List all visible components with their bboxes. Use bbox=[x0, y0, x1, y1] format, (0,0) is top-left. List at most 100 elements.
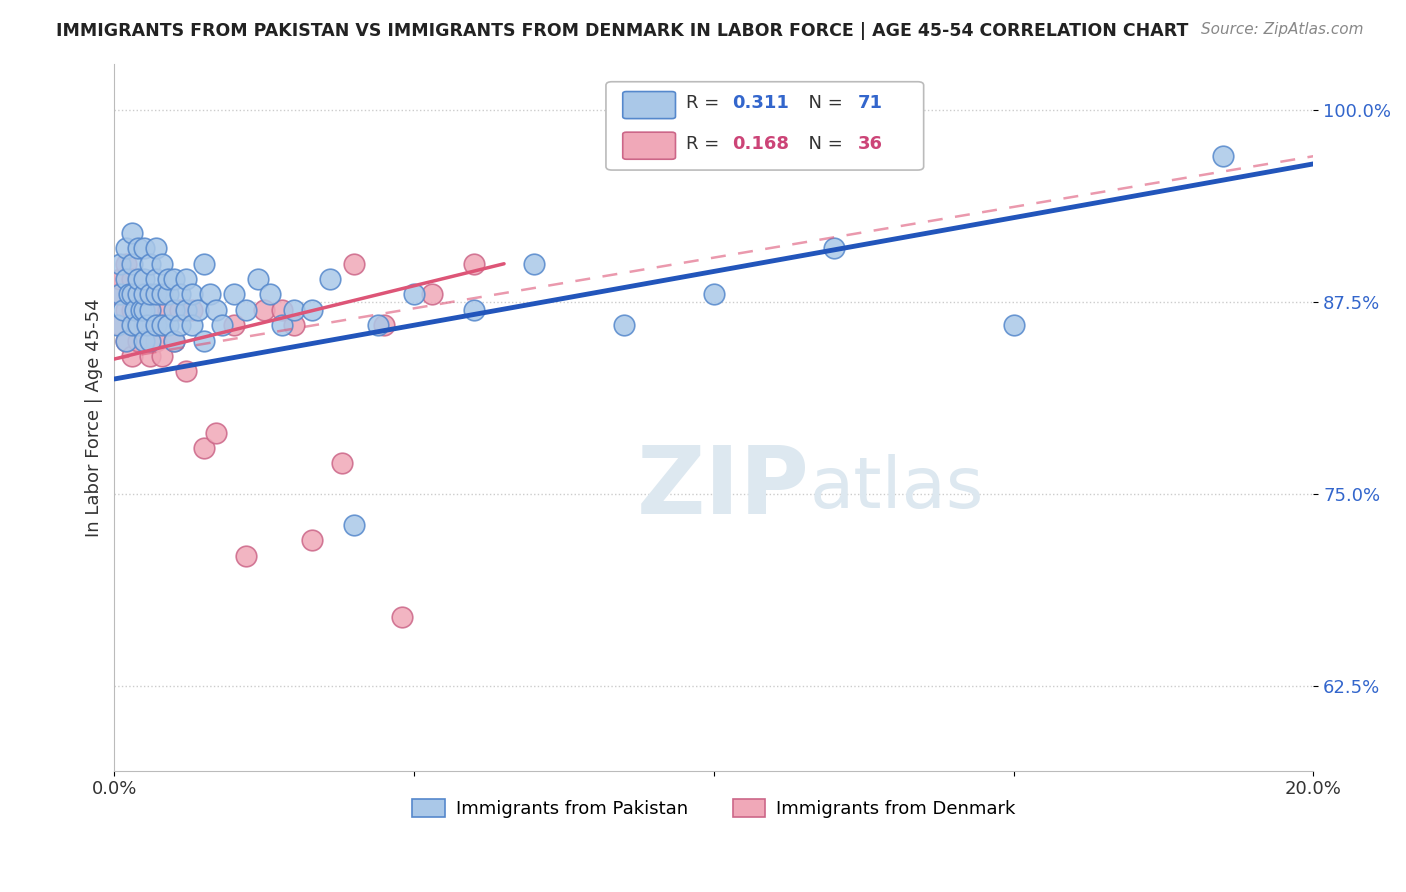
Point bbox=[110, 257, 132, 271]
Point bbox=[420, 287, 443, 301]
Point bbox=[145, 272, 167, 286]
Point bbox=[121, 349, 143, 363]
Point bbox=[176, 302, 198, 317]
Text: Source: ZipAtlas.com: Source: ZipAtlas.com bbox=[1201, 22, 1364, 37]
Y-axis label: In Labor Force | Age 45-54: In Labor Force | Age 45-54 bbox=[86, 298, 103, 537]
Point bbox=[127, 287, 149, 301]
Point bbox=[613, 318, 636, 333]
Point bbox=[523, 257, 546, 271]
Point bbox=[163, 334, 186, 348]
Point bbox=[463, 302, 485, 317]
Text: R =: R = bbox=[686, 94, 725, 112]
Point bbox=[235, 302, 257, 317]
Point bbox=[134, 334, 156, 348]
Point bbox=[121, 287, 143, 301]
Point bbox=[127, 272, 149, 286]
Point bbox=[145, 287, 167, 301]
FancyBboxPatch shape bbox=[623, 132, 675, 160]
Point bbox=[181, 287, 204, 301]
Point bbox=[319, 272, 342, 286]
Point bbox=[115, 272, 138, 286]
Point bbox=[163, 302, 186, 317]
Point bbox=[157, 302, 180, 317]
Point bbox=[136, 318, 159, 333]
Point bbox=[127, 318, 149, 333]
Point bbox=[139, 287, 162, 301]
Point bbox=[163, 272, 186, 286]
Point bbox=[115, 302, 138, 317]
Point bbox=[139, 302, 162, 317]
Point bbox=[139, 257, 162, 271]
Point bbox=[163, 334, 186, 348]
Point bbox=[131, 302, 153, 317]
Text: 0.168: 0.168 bbox=[733, 135, 789, 153]
Point bbox=[271, 302, 294, 317]
Point bbox=[127, 287, 149, 301]
Point bbox=[823, 241, 845, 255]
Point bbox=[224, 287, 246, 301]
Point bbox=[367, 318, 389, 333]
Point bbox=[118, 287, 141, 301]
Point bbox=[139, 349, 162, 363]
Point bbox=[224, 318, 246, 333]
Point bbox=[301, 533, 323, 548]
Point bbox=[176, 272, 198, 286]
Point bbox=[235, 549, 257, 563]
Point bbox=[169, 318, 191, 333]
Point bbox=[157, 318, 180, 333]
Legend: Immigrants from Pakistan, Immigrants from Denmark: Immigrants from Pakistan, Immigrants fro… bbox=[405, 792, 1022, 825]
Point bbox=[211, 318, 233, 333]
Point bbox=[110, 287, 132, 301]
Point bbox=[134, 287, 156, 301]
Point bbox=[150, 287, 173, 301]
Text: N =: N = bbox=[797, 135, 848, 153]
Text: N =: N = bbox=[797, 94, 848, 112]
Point bbox=[193, 441, 215, 455]
Text: IMMIGRANTS FROM PAKISTAN VS IMMIGRANTS FROM DENMARK IN LABOR FORCE | AGE 45-54 C: IMMIGRANTS FROM PAKISTAN VS IMMIGRANTS F… bbox=[56, 22, 1188, 40]
Text: atlas: atlas bbox=[810, 453, 984, 523]
Point bbox=[169, 302, 191, 317]
Point bbox=[259, 287, 281, 301]
Point bbox=[107, 287, 129, 301]
Point bbox=[145, 318, 167, 333]
Point bbox=[121, 318, 143, 333]
Point bbox=[343, 517, 366, 532]
Point bbox=[112, 302, 135, 317]
Point bbox=[115, 334, 138, 348]
Point bbox=[134, 272, 156, 286]
Point bbox=[181, 302, 204, 317]
Point bbox=[330, 457, 353, 471]
Point bbox=[157, 287, 180, 301]
Point bbox=[115, 334, 138, 348]
Point bbox=[110, 272, 132, 286]
Text: 0.311: 0.311 bbox=[733, 94, 789, 112]
Point bbox=[176, 364, 198, 378]
FancyBboxPatch shape bbox=[623, 92, 675, 119]
Point bbox=[134, 318, 156, 333]
Point bbox=[205, 425, 228, 440]
Point bbox=[703, 287, 725, 301]
Text: ZIP: ZIP bbox=[637, 442, 810, 534]
Point bbox=[110, 318, 132, 333]
Point bbox=[283, 302, 305, 317]
Text: R =: R = bbox=[686, 135, 725, 153]
Point bbox=[139, 302, 162, 317]
Point bbox=[169, 287, 191, 301]
Point bbox=[187, 302, 209, 317]
Point bbox=[193, 257, 215, 271]
Point bbox=[181, 318, 204, 333]
Point bbox=[139, 334, 162, 348]
Point bbox=[271, 318, 294, 333]
Point bbox=[127, 241, 149, 255]
Point bbox=[121, 226, 143, 240]
Point bbox=[157, 272, 180, 286]
Text: 71: 71 bbox=[858, 94, 883, 112]
Point bbox=[134, 287, 156, 301]
Point bbox=[343, 257, 366, 271]
Point bbox=[301, 302, 323, 317]
Point bbox=[115, 241, 138, 255]
Point bbox=[404, 287, 426, 301]
Point bbox=[107, 318, 129, 333]
Point bbox=[205, 302, 228, 317]
Point bbox=[193, 334, 215, 348]
